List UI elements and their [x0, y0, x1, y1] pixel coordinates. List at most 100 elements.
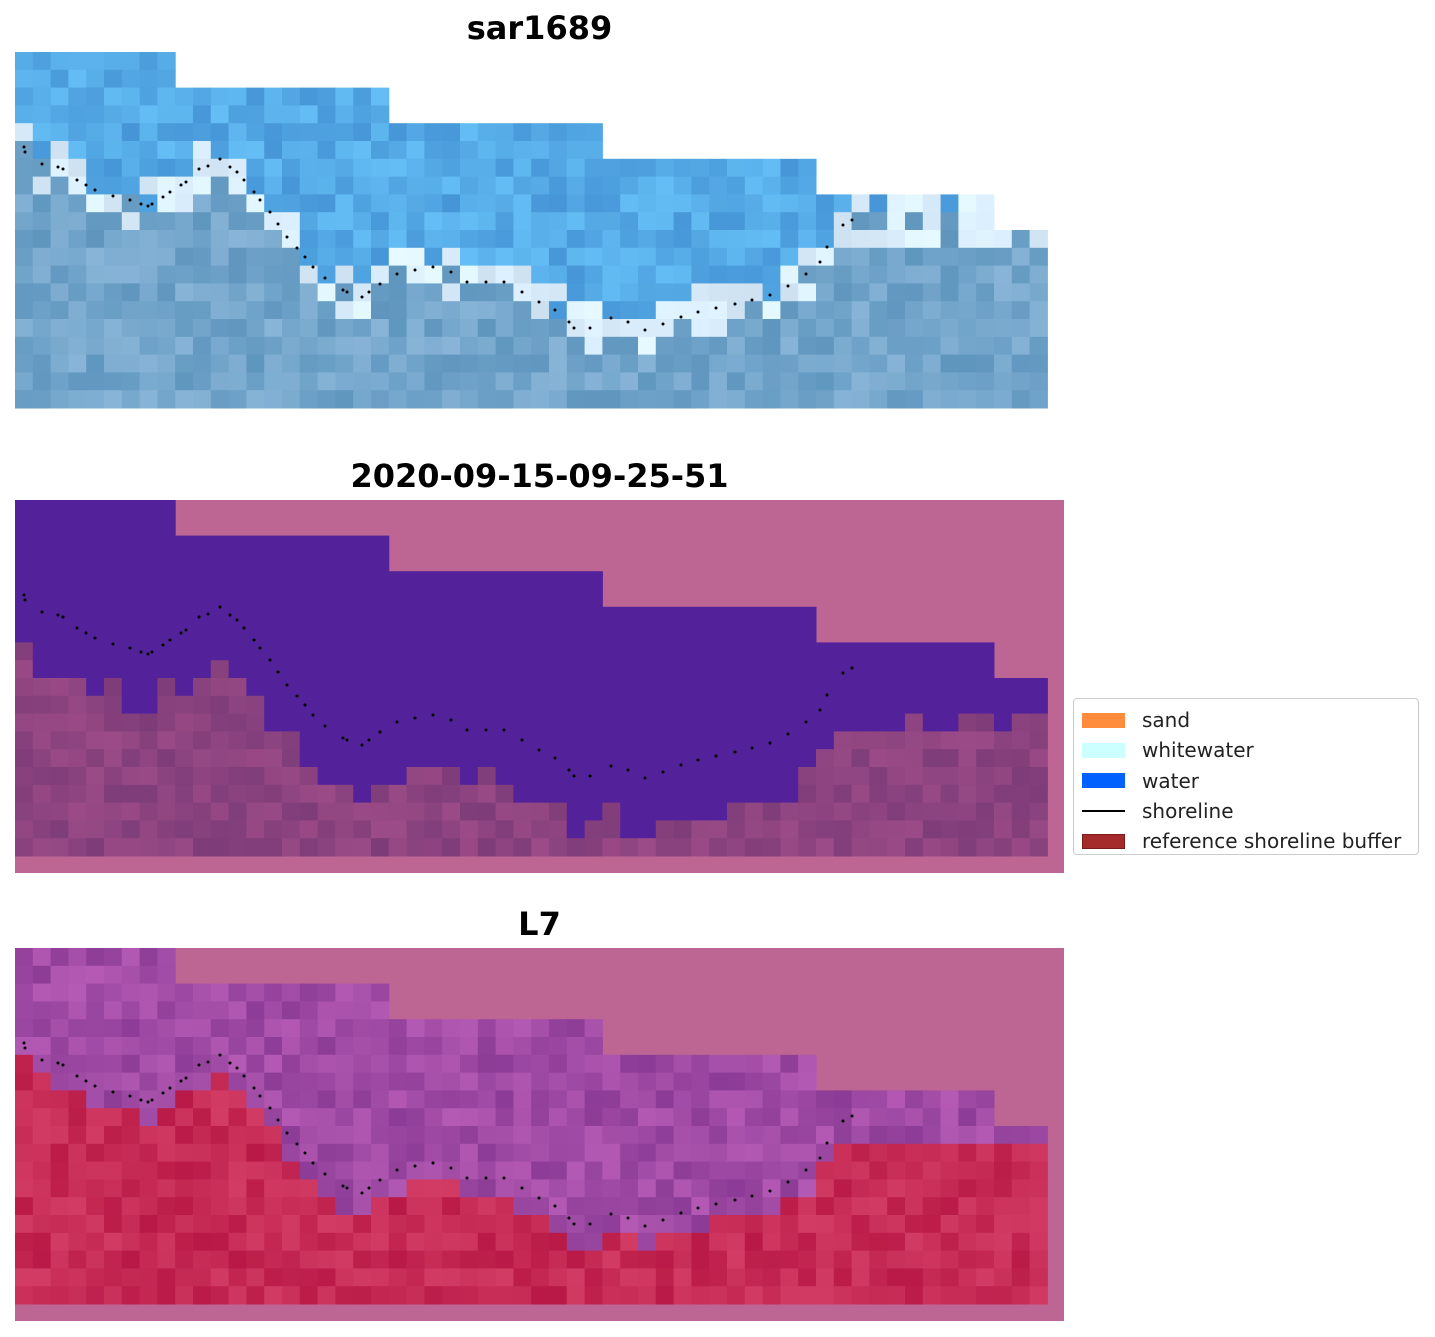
shoreline-point [341, 736, 345, 740]
shoreline-point [311, 265, 315, 269]
shoreline-point [850, 218, 854, 222]
shoreline-point [341, 1184, 345, 1188]
shoreline-point [360, 295, 364, 299]
shoreline-point [520, 290, 524, 294]
legend: sand whitewater water shoreline referenc… [1073, 698, 1419, 855]
shoreline-point [502, 1176, 506, 1180]
shoreline-point [825, 1141, 829, 1145]
legend-item-water: water [1082, 766, 1410, 796]
shoreline-point [520, 1186, 524, 1190]
shoreline-point [323, 1172, 327, 1176]
shoreline-point [804, 1168, 808, 1172]
shoreline-point [750, 298, 754, 302]
water-swatch [1082, 773, 1125, 789]
shoreline-point [228, 613, 232, 617]
shoreline-point [360, 1191, 364, 1195]
shoreline-point [311, 1161, 315, 1165]
shoreline-point [150, 650, 154, 654]
shoreline-point [23, 1046, 27, 1050]
classified-image [15, 500, 1064, 873]
shoreline-point [818, 1156, 822, 1160]
whitewater-swatch [1082, 742, 1125, 758]
shoreline-point [431, 713, 435, 717]
shoreline-point [56, 1061, 60, 1065]
shoreline-point [75, 626, 79, 630]
shoreline-point [679, 763, 683, 767]
shoreline-point [588, 774, 592, 778]
legend-label-sand: sand [1142, 708, 1191, 733]
shoreline-point [84, 183, 88, 187]
shoreline-point [696, 1206, 700, 1210]
shoreline-point [146, 652, 150, 656]
shoreline-point [56, 613, 60, 617]
shoreline-point [93, 188, 97, 192]
shoreline-point [465, 728, 469, 732]
sand-swatch [1082, 712, 1125, 728]
shoreline-point [768, 1189, 772, 1193]
shoreline-point [378, 730, 382, 734]
shoreline-point [661, 1218, 665, 1222]
shoreline-point [111, 194, 115, 198]
shoreline-point [295, 694, 299, 698]
shoreline-point [679, 315, 683, 319]
rgb-image-panel [15, 52, 1064, 425]
shoreline-point [553, 756, 557, 760]
shoreline-point [161, 1091, 165, 1095]
shoreline-point [276, 670, 280, 674]
shoreline-point [258, 646, 262, 650]
classified-image-panel [15, 500, 1064, 873]
shoreline-point [768, 293, 772, 297]
shoreline-point [431, 265, 435, 269]
shoreline-point [111, 642, 115, 646]
shoreline-point [850, 666, 854, 670]
shoreline-point [258, 198, 262, 202]
index-image-panel [15, 948, 1064, 1321]
shoreline-point [252, 1086, 256, 1090]
shoreline-point [626, 768, 630, 772]
legend-label-shoreline: shoreline [1142, 799, 1234, 824]
shoreline-point [161, 643, 165, 647]
shoreline-point [733, 1198, 737, 1202]
shoreline-point [139, 202, 143, 206]
shoreline-point [303, 255, 307, 259]
shoreline-point [609, 764, 613, 768]
shoreline-point [206, 164, 210, 168]
shoreline-point [235, 170, 239, 174]
shoreline-point [520, 738, 524, 742]
panel-title-index: L7 [518, 905, 561, 943]
shoreline-point [268, 210, 272, 214]
shoreline-point [850, 1114, 854, 1118]
shoreline-point [84, 1079, 88, 1083]
shoreline-point [179, 631, 183, 635]
shoreline-point [714, 306, 718, 310]
shoreline-point [40, 162, 44, 166]
shoreline-point [449, 718, 453, 722]
shoreline-point [825, 245, 829, 249]
shoreline-point [146, 1100, 150, 1104]
shoreline-point [93, 1084, 97, 1088]
shoreline-point [228, 1061, 232, 1065]
index-image [15, 948, 1064, 1321]
shoreline-point [431, 1161, 435, 1165]
shoreline-point [242, 1074, 246, 1078]
shoreline-point [367, 738, 371, 742]
shoreline-point [413, 1164, 417, 1168]
shoreline-point [484, 280, 488, 284]
shoreline-point [128, 1094, 132, 1098]
shoreline-point [228, 165, 232, 169]
shoreline-point [311, 713, 315, 717]
shoreline-point [696, 310, 700, 314]
shoreline-point [502, 280, 506, 284]
shoreline-point [75, 178, 79, 182]
shoreline-point [750, 746, 754, 750]
panel-title-rgb: sar1689 [466, 9, 613, 47]
shoreline-point [465, 280, 469, 284]
legend-item-reference-buffer: reference shoreline buffer [1082, 826, 1410, 856]
shoreline-point [345, 1186, 349, 1190]
shoreline-point [184, 180, 188, 184]
shoreline-point [184, 628, 188, 632]
shoreline-point [679, 1211, 683, 1215]
shoreline-point [609, 316, 613, 320]
shoreline-point [750, 1194, 754, 1198]
shoreline-point [413, 268, 417, 272]
